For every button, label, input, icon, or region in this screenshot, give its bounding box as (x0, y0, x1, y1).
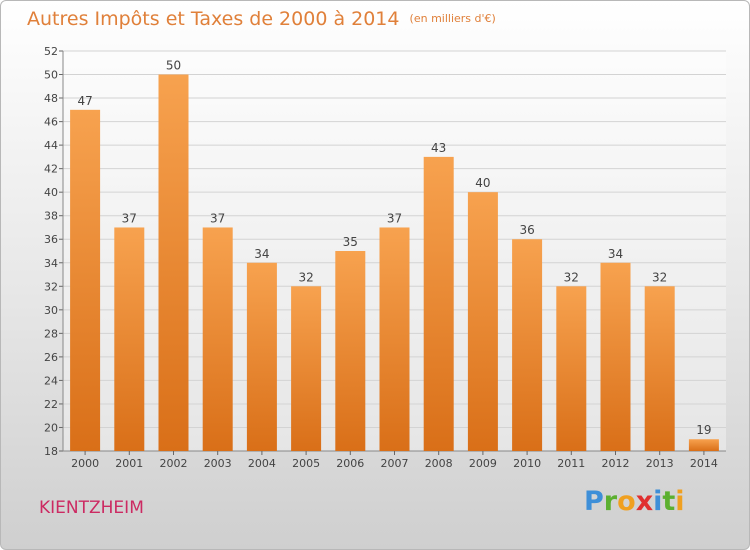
bar-value-label: 37 (387, 211, 402, 225)
y-tick-label: 24 (44, 374, 58, 387)
y-tick-label: 28 (44, 327, 58, 340)
bar (644, 286, 675, 451)
bar-value-label: 34 (608, 247, 623, 261)
bar-value-label: 37 (122, 211, 137, 225)
y-tick-label: 46 (44, 116, 58, 129)
x-tick-label: 2012 (602, 457, 630, 470)
bar (202, 227, 233, 451)
x-tick-label: 2003 (204, 457, 232, 470)
y-tick-label: 52 (44, 45, 58, 58)
bar-value-label: 47 (77, 94, 92, 108)
bar (379, 227, 410, 451)
bar-value-label: 50 (166, 59, 181, 73)
y-tick-label: 50 (44, 69, 58, 82)
chart-subtitle: (en milliers d'€) (409, 12, 496, 25)
y-tick-label: 22 (44, 398, 58, 411)
bar-value-label: 32 (298, 270, 313, 284)
x-tick-label: 2011 (557, 457, 585, 470)
bar-value-label: 35 (343, 235, 358, 249)
bar-value-label: 32 (564, 270, 579, 284)
bar-value-label: 37 (210, 211, 225, 225)
y-tick-label: 32 (44, 280, 58, 293)
bar (512, 239, 543, 451)
x-tick-label: 2000 (71, 457, 99, 470)
bar-value-label: 32 (652, 270, 667, 284)
x-tick-label: 2002 (160, 457, 188, 470)
y-tick-label: 26 (44, 351, 58, 364)
x-tick-label: 2006 (336, 457, 364, 470)
bar-value-label: 43 (431, 141, 446, 155)
y-tick-label: 38 (44, 210, 58, 223)
x-tick-label: 2008 (425, 457, 453, 470)
bar (246, 262, 277, 451)
x-tick-label: 2009 (469, 457, 497, 470)
chart-title-text: Autres Impôts et Taxes de 2000 à 2014 (27, 8, 400, 30)
y-tick-label: 48 (44, 92, 58, 105)
bar (335, 251, 366, 451)
y-tick-label: 18 (44, 445, 58, 458)
bar (114, 227, 145, 451)
y-tick-label: 44 (44, 139, 58, 152)
x-tick-label: 2005 (292, 457, 320, 470)
bar (467, 192, 498, 452)
y-tick-label: 20 (44, 421, 58, 434)
y-tick-label: 40 (44, 186, 58, 199)
y-tick-label: 30 (44, 304, 58, 317)
bar (158, 74, 189, 451)
x-tick-label: 2007 (381, 457, 409, 470)
bar (291, 286, 322, 451)
town-name: KIENTZHEIM (39, 498, 144, 518)
bar-value-label: 36 (519, 223, 534, 237)
x-tick-label: 2013 (646, 457, 674, 470)
bar-value-label: 19 (696, 423, 711, 437)
x-tick-label: 2014 (690, 457, 718, 470)
bar-value-label: 40 (475, 176, 490, 190)
y-tick-label: 42 (44, 163, 58, 176)
x-tick-label: 2010 (513, 457, 541, 470)
bar (556, 286, 587, 451)
bar (688, 439, 719, 451)
bar-value-label: 34 (254, 247, 269, 261)
y-tick-label: 36 (44, 233, 58, 246)
chart-title: Autres Impôts et Taxes de 2000 à 2014 (e… (27, 8, 496, 30)
proxiti-logo: Proxiti (584, 486, 685, 517)
bar (70, 109, 101, 451)
x-tick-label: 2001 (115, 457, 143, 470)
bar (423, 156, 454, 451)
bar (600, 262, 631, 451)
x-tick-label: 2004 (248, 457, 276, 470)
y-tick-label: 34 (44, 257, 58, 270)
